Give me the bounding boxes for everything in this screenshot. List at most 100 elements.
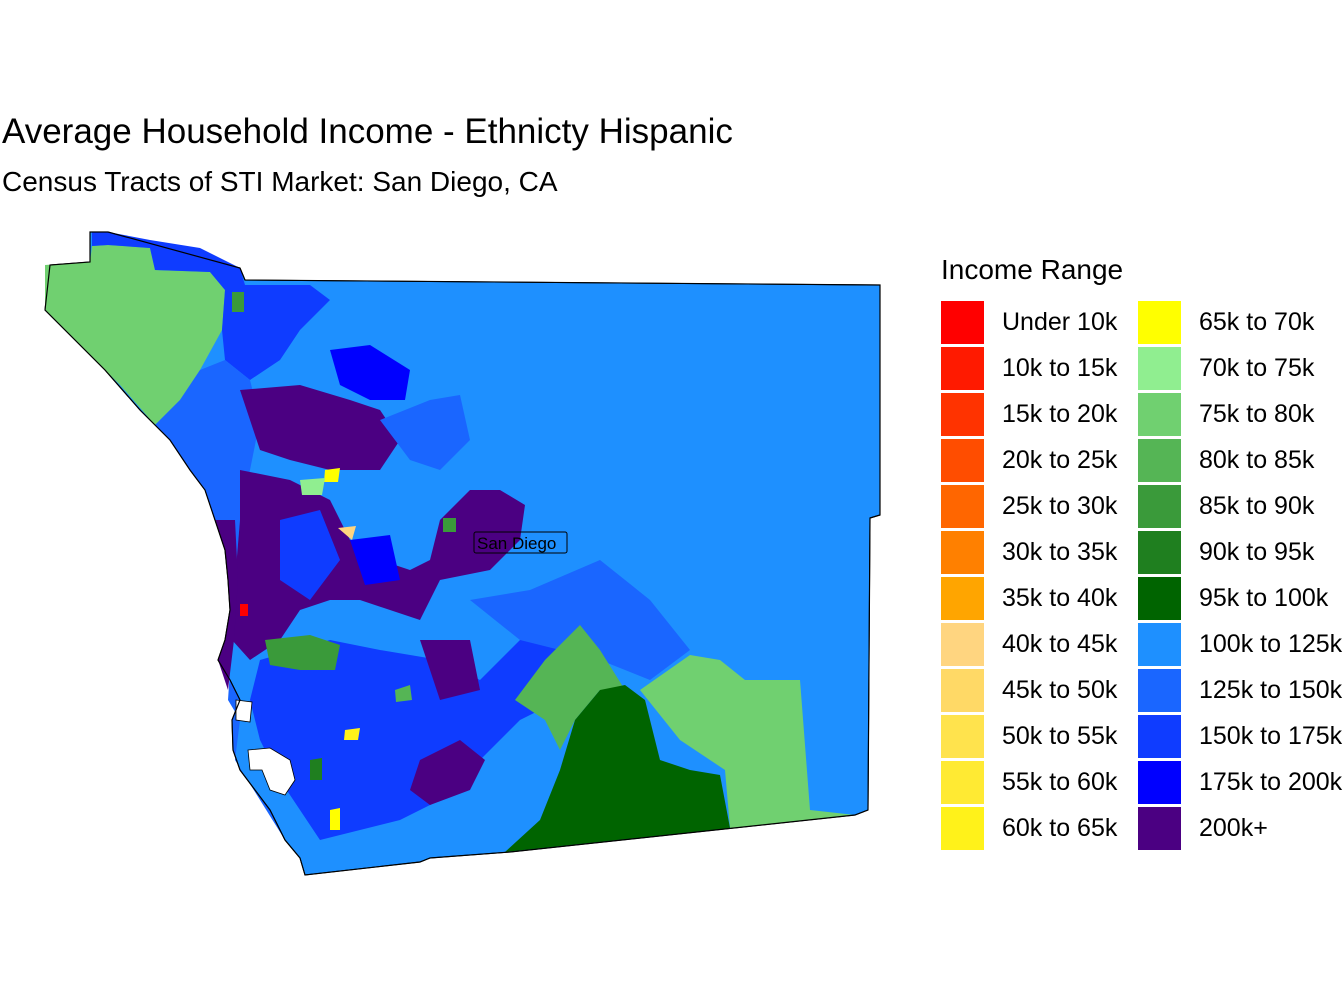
tract-region-green-small-4 <box>310 758 322 780</box>
legend-label: 95k to 100k <box>1199 584 1329 612</box>
tract-region-purple-coast <box>215 520 238 690</box>
tract-region-green-north <box>232 292 244 312</box>
legend-column-1: Under 10k 10k to 15k 15k to 20k 20k to 25k 2… <box>941 300 1141 852</box>
legend-item: 25k to 30k <box>941 484 1141 530</box>
legend-item: 15k to 20k <box>941 392 1141 438</box>
legend-label: 65k to 70k <box>1199 308 1315 336</box>
legend-swatch <box>941 393 984 436</box>
legend-item: 70k to 75k <box>1138 346 1338 392</box>
choropleth-map: San Diego <box>44 231 881 876</box>
tract-region-yellow-2 <box>330 808 340 830</box>
tract-region-dark-blue-3 <box>280 510 340 600</box>
legend-label: 80k to 85k <box>1199 446 1315 474</box>
legend-label: 150k to 175k <box>1199 722 1343 750</box>
tract-region-dark-blue-2 <box>350 535 400 585</box>
legend-label: 60k to 65k <box>1002 814 1118 842</box>
legend-label: 90k to 95k <box>1199 538 1315 566</box>
legend-label: 10k to 15k <box>1002 354 1118 382</box>
legend-label: 200k+ <box>1199 814 1268 842</box>
tract-region-tan <box>338 526 356 540</box>
legend-label: 75k to 80k <box>1199 400 1315 428</box>
legend-swatch <box>1138 623 1181 666</box>
tract-region-green-85-90 <box>265 635 340 670</box>
legend-label: 45k to 50k <box>1002 676 1118 704</box>
legend-item: 80k to 85k <box>1138 438 1338 484</box>
legend-swatch <box>941 301 984 344</box>
legend-swatch <box>941 577 984 620</box>
legend-swatch <box>1138 301 1181 344</box>
legend-label: 125k to 150k <box>1199 676 1343 704</box>
legend-column-2: 65k to 70k 70k to 75k 75k to 80k 80k to 85k… <box>1138 300 1342 852</box>
legend-item: 20k to 25k <box>941 438 1141 484</box>
tract-region-green-small-2 <box>300 478 325 495</box>
legend-swatch <box>1138 393 1181 436</box>
tract-region-dark-blue-1 <box>330 345 410 400</box>
legend-item: 125k to 150k <box>1138 668 1342 714</box>
bay-water <box>247 747 296 796</box>
legend-swatch <box>941 485 984 528</box>
tract-region-coastal <box>155 360 300 858</box>
legend-swatch <box>941 531 984 574</box>
legend-label: 175k to 200k <box>1199 768 1343 796</box>
legend-item: 150k to 175k <box>1138 714 1342 760</box>
legend-swatch <box>1138 669 1181 712</box>
legend: Under 10k 10k to 15k 15k to 20k 20k to 25k 2… <box>941 300 1344 852</box>
tract-region-dark-green <box>505 685 730 852</box>
legend-item: 55k to 60k <box>941 760 1141 806</box>
tract-region-purple-north <box>240 385 400 470</box>
tract-region-purple-south-2 <box>420 640 480 700</box>
legend-item: 40k to 45k <box>941 622 1141 668</box>
legend-label: 20k to 25k <box>1002 446 1118 474</box>
city-label: San Diego <box>477 534 556 553</box>
county-outline <box>44 231 881 876</box>
legend-label: 55k to 60k <box>1002 768 1118 796</box>
tract-region-purple-south-1 <box>410 740 485 805</box>
legend-label: 35k to 40k <box>1002 584 1118 612</box>
legend-label: 40k to 45k <box>1002 630 1118 658</box>
legend-item: 30k to 35k <box>941 530 1141 576</box>
tract-region-yellow-1 <box>324 468 340 482</box>
tract-region-red <box>240 604 248 616</box>
legend-swatch <box>941 439 984 482</box>
legend-swatch <box>1138 485 1181 528</box>
tract-region-northwest <box>45 245 225 425</box>
tract-region-blue-southcentral <box>250 640 560 840</box>
legend-swatch <box>1138 531 1181 574</box>
tract-region-green-small-3 <box>395 685 412 702</box>
legend-item: 175k to 200k <box>1138 760 1342 806</box>
tract-region-yellow-3 <box>344 728 360 740</box>
legend-label: 70k to 75k <box>1199 354 1315 382</box>
legend-swatch <box>941 669 984 712</box>
legend-swatch <box>941 715 984 758</box>
legend-item: 45k to 50k <box>941 668 1141 714</box>
tract-region-north-blue <box>92 232 330 380</box>
city-label-box <box>473 531 568 554</box>
legend-swatch <box>941 807 984 850</box>
legend-title: Income Range <box>941 254 1124 285</box>
map-title: Average Household Income - Ethnicty Hisp… <box>2 112 733 151</box>
legend-swatch <box>1138 807 1181 850</box>
legend-item: 10k to 15k <box>941 346 1141 392</box>
legend-swatch <box>1138 715 1181 758</box>
legend-item: 85k to 90k <box>1138 484 1338 530</box>
legend-item: 60k to 65k <box>941 806 1141 852</box>
legend-label: Under 10k <box>1002 308 1118 336</box>
legend-swatch <box>1138 577 1181 620</box>
legend-label: 25k to 30k <box>1002 492 1118 520</box>
legend-item: 50k to 55k <box>941 714 1141 760</box>
map-subtitle: Census Tracts of STI Market: San Diego, … <box>2 166 558 197</box>
tract-region-green-80-85 <box>515 625 625 750</box>
legend-item: 100k to 125k <box>1138 622 1342 668</box>
legend-label: 85k to 90k <box>1199 492 1315 520</box>
legend-item: 90k to 95k <box>1138 530 1338 576</box>
legend-label: 50k to 55k <box>1002 722 1118 750</box>
legend-label: 30k to 35k <box>1002 538 1118 566</box>
legend-item: Under 10k <box>941 300 1141 346</box>
tract-region-green-small <box>443 518 456 532</box>
legend-swatch <box>941 761 984 804</box>
legend-item: 75k to 80k <box>1138 392 1338 438</box>
legend-item: 200k+ <box>1138 806 1338 852</box>
lake-water <box>235 699 253 723</box>
legend-swatch <box>941 623 984 666</box>
legend-item: 95k to 100k <box>1138 576 1338 622</box>
